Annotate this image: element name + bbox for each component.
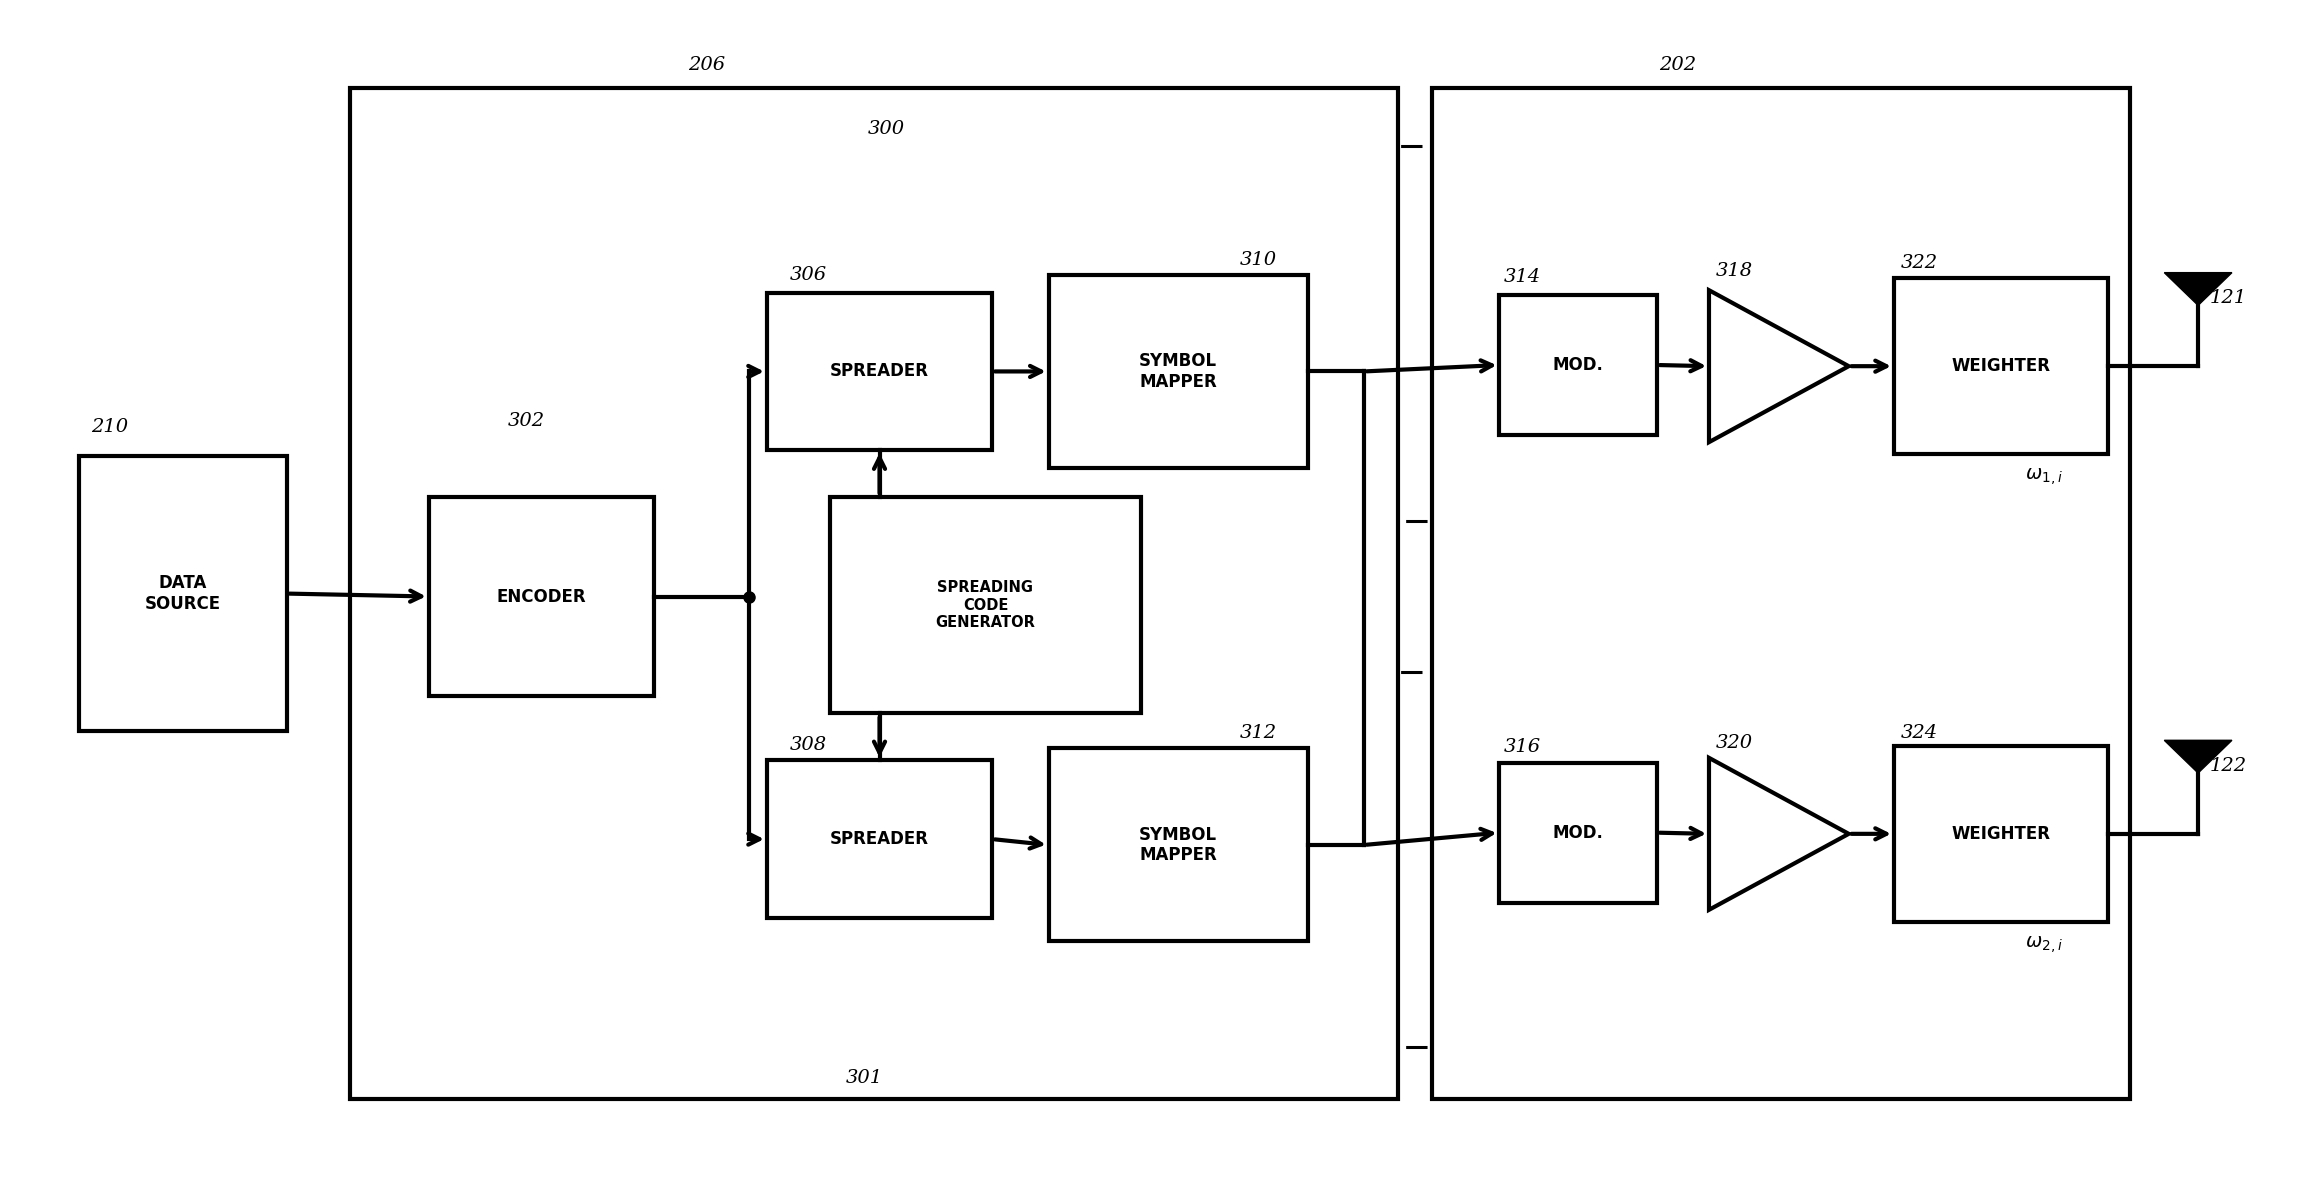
Text: MOD.: MOD. [1552,823,1603,842]
Text: 312: 312 [1240,724,1276,742]
Text: 202: 202 [1658,56,1697,74]
Text: SPREADER: SPREADER [830,830,929,848]
Text: 210: 210 [90,418,129,435]
Text: 316: 316 [1504,738,1541,756]
Bar [766,760,991,919]
Text: 314: 314 [1504,268,1541,286]
Text: 310: 310 [1240,251,1276,268]
Text: SPREADER: SPREADER [830,363,929,381]
Bar [1049,276,1309,468]
Bar [1893,746,2107,921]
Bar [1500,762,1658,903]
Text: 121: 121 [2210,290,2247,308]
Text: 206: 206 [688,56,724,74]
Text: MOD.: MOD. [1552,356,1603,375]
Bar [380,673,2088,1046]
Text: 306: 306 [789,266,826,284]
Text: WEIGHTER: WEIGHTER [1950,824,2049,842]
Bar [766,292,991,451]
Text: 318: 318 [1716,262,1753,280]
Bar [1500,295,1658,435]
Text: WEIGHTER: WEIGHTER [1950,357,2049,375]
Text: 301: 301 [846,1069,883,1087]
Text: 324: 324 [1900,724,1937,742]
Text: ENCODER: ENCODER [497,587,586,606]
Text: SYMBOL
MAPPER: SYMBOL MAPPER [1138,826,1217,865]
Polygon shape [2164,273,2231,305]
Text: DATA
SOURCE: DATA SOURCE [145,574,221,613]
Bar [1893,278,2107,453]
Bar [78,456,288,731]
Bar [428,497,653,696]
Polygon shape [2164,741,2231,773]
Text: $\omega_{1,i}$: $\omega_{1,i}$ [2024,465,2063,487]
Text: 320: 320 [1716,734,1753,752]
Bar [830,497,1141,713]
Text: 302: 302 [508,412,545,431]
Bar [380,147,2088,520]
Bar [1049,748,1309,941]
Text: SYMBOL
MAPPER: SYMBOL MAPPER [1138,352,1217,391]
Text: 300: 300 [869,119,906,138]
Text: SPREADING
CODE
GENERATOR: SPREADING CODE GENERATOR [936,580,1035,630]
Text: 322: 322 [1900,254,1937,272]
Bar [1431,88,2130,1099]
Text: 122: 122 [2210,758,2247,775]
Text: 308: 308 [789,736,826,754]
Text: $\omega_{2,i}$: $\omega_{2,i}$ [2024,934,2063,956]
Bar [350,88,1398,1099]
Bar [396,439,754,766]
